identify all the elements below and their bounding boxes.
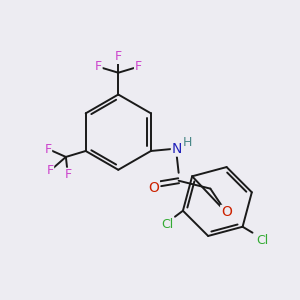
Text: F: F: [46, 164, 54, 177]
Text: O: O: [148, 181, 159, 195]
Text: F: F: [64, 168, 71, 181]
Text: Cl: Cl: [256, 234, 268, 247]
Text: F: F: [134, 60, 142, 73]
Text: F: F: [95, 60, 102, 73]
Text: F: F: [115, 50, 122, 63]
Text: N: N: [172, 142, 182, 156]
Text: F: F: [44, 142, 52, 155]
Text: H: H: [183, 136, 192, 148]
Text: Cl: Cl: [161, 218, 173, 231]
Text: O: O: [221, 206, 232, 219]
